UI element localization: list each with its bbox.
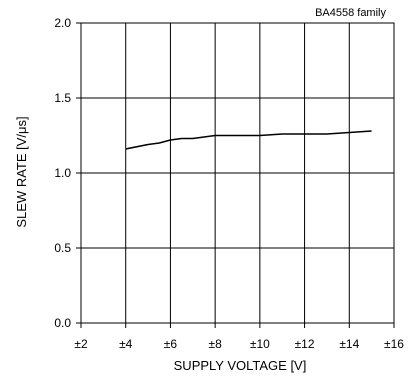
x-tick-label: ±14: [339, 337, 359, 351]
y-tick-label: 0.0: [54, 316, 71, 330]
x-tick-label: ±12: [295, 337, 315, 351]
x-axis-label: SUPPLY VOLTAGE [V]: [174, 358, 307, 373]
y-tick-label: 1.0: [54, 166, 71, 180]
chart-title: BA4558 family: [315, 7, 386, 19]
x-tick-label: ±4: [119, 337, 133, 351]
x-tick-labels: ±2 ±4 ±6 ±8 ±10 ±12 ±14 ±16: [74, 337, 404, 351]
grid-lines: [81, 23, 394, 323]
series-layer: [125, 130, 372, 150]
x-tick-label: ±6: [164, 337, 178, 351]
x-tick-label: ±16: [384, 337, 404, 351]
x-tick-label: ±8: [209, 337, 223, 351]
x-tick-label: ±10: [250, 337, 270, 351]
y-tick-labels: 0.0 0.5 1.0 1.5 2.0: [54, 16, 71, 330]
series-line: [125, 130, 372, 150]
y-tick-label: 2.0: [54, 16, 71, 30]
y-axis-label: SLEW RATE [V/μs]: [14, 116, 29, 227]
y-tick-label: 1.5: [54, 91, 71, 105]
x-tick-label: ±2: [74, 337, 88, 351]
y-tick-label: 0.5: [54, 241, 71, 255]
tick-marks: [76, 22, 395, 328]
